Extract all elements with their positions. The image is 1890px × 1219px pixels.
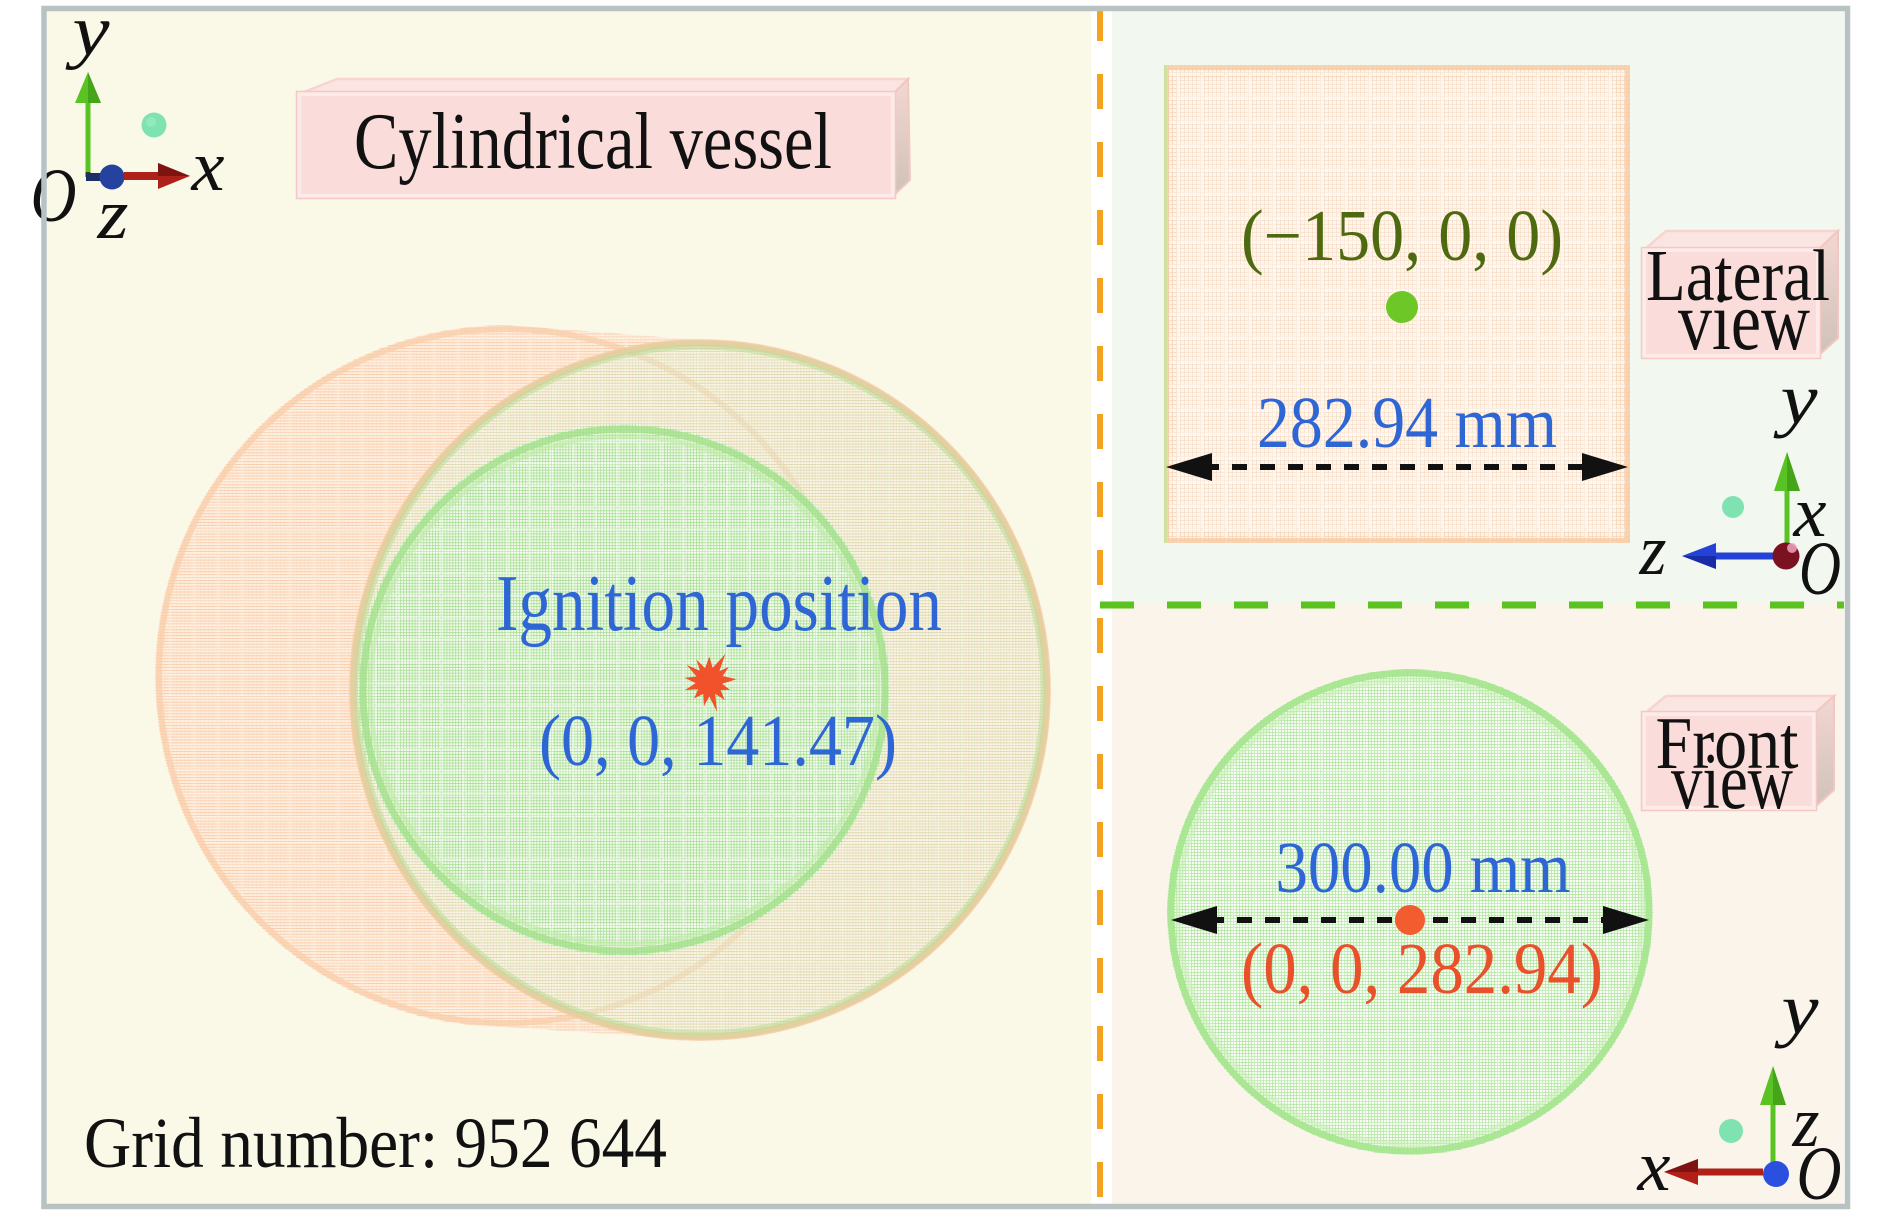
svg-text:x: x [190, 126, 224, 206]
svg-text:O: O [31, 154, 77, 238]
svg-text:300.00 mm: 300.00 mm [1276, 827, 1571, 908]
svg-text:y: y [64, 0, 109, 71]
svg-text:Cylindrical vessel: Cylindrical vessel [354, 98, 832, 186]
svg-text:y: y [1772, 359, 1817, 439]
svg-text:x: x [1636, 1126, 1670, 1206]
svg-text:Ignition position: Ignition position [496, 558, 942, 648]
svg-text:Front: Front [1656, 703, 1799, 785]
svg-text:z: z [1792, 1082, 1820, 1162]
svg-text:view: view [1671, 738, 1793, 826]
svg-text:282.94 mm: 282.94 mm [1257, 382, 1557, 463]
svg-text:z: z [1639, 510, 1667, 590]
svg-text:Grid number: 952 644: Grid number: 952 644 [84, 1103, 667, 1183]
svg-text:O: O [1797, 1132, 1842, 1216]
svg-text:x: x [1792, 472, 1826, 552]
svg-text:Lateral: Lateral [1646, 235, 1830, 316]
svg-text:(0, 0, 282.94): (0, 0, 282.94) [1241, 928, 1603, 1009]
svg-text:O: O [1799, 527, 1841, 611]
svg-text:view: view [1678, 275, 1810, 368]
svg-text:z: z [96, 174, 128, 254]
svg-text:(−150, 0, 0): (−150, 0, 0) [1241, 195, 1563, 276]
svg-text:(0, 0, 141.47): (0, 0, 141.47) [539, 700, 897, 781]
svg-text:y: y [1773, 969, 1818, 1049]
